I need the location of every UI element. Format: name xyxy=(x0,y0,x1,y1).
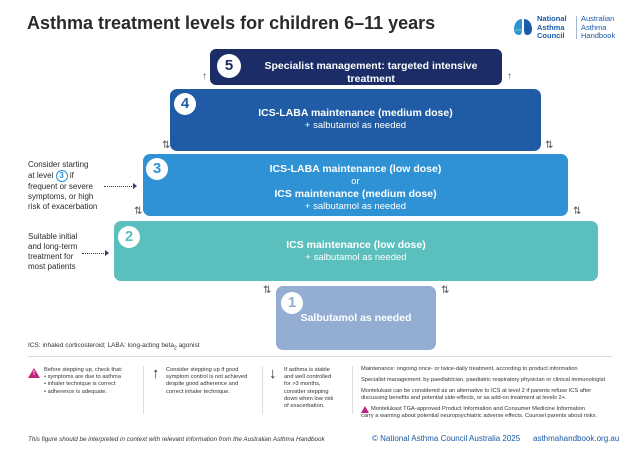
step-up-icon: ↑ xyxy=(152,365,160,382)
level-2-reliever: + salbutamol as needed xyxy=(305,252,407,263)
logo-org-name: National Asthma Council xyxy=(537,14,567,41)
level-2-pointer-arrow-icon xyxy=(105,250,109,256)
montelukast-warning-note: Montelukast TGA-approved Product Informa… xyxy=(361,406,598,420)
step-up-down-arrow-icon: ⇅ xyxy=(263,285,272,296)
warning-icon xyxy=(28,368,40,378)
step-down-icon: ↓ xyxy=(269,365,277,382)
page-title: Asthma treatment levels for children 6–1… xyxy=(27,13,436,33)
step-up-arrow-icon: ↑ xyxy=(507,71,512,82)
level-4-box: 4 ICS-LABA maintenance (medium dose) + s… xyxy=(170,89,541,151)
level-5-box: 5 Specialist management: targeted intens… xyxy=(210,49,502,85)
level-1-box: 1 Salbutamol as needed xyxy=(276,286,436,350)
step-up-down-arrow-icon: ⇅ xyxy=(162,140,171,151)
level-1-number: 1 xyxy=(281,292,303,314)
notes-divider xyxy=(143,366,144,414)
level-4-treatment: ICS-LABA maintenance (medium dose) xyxy=(258,107,453,119)
maintenance-definition: Maintenance: ongoing once- or twice-dail… xyxy=(361,366,578,372)
montelukast-alternative-note: Montelukast can be considered as an alte… xyxy=(361,388,592,402)
step-down-note: If asthma is stable and well controlled … xyxy=(284,367,334,410)
level-3-treatment-b: ICS maintenance (medium dose) xyxy=(274,188,437,200)
abbreviations: ICS: inhaled corticosteroid; LABA: long-… xyxy=(28,342,200,352)
level-2-treatment: ICS maintenance (low dose) xyxy=(286,239,426,251)
level-3-treatment-a: ICS-LABA maintenance (low dose) xyxy=(269,163,442,175)
level-3-pointer-arrow-icon xyxy=(133,183,137,189)
notes-divider xyxy=(262,366,263,414)
lungs-logo-icon xyxy=(514,19,532,35)
level-1-treatment: Salbutamol as needed xyxy=(300,312,412,324)
step-up-down-arrow-icon: ⇅ xyxy=(545,140,554,151)
footer-website-link[interactable]: asthmahandbook.org.au xyxy=(533,434,620,443)
level-3-box: 3 ICS-LABA maintenance (low dose) or ICS… xyxy=(143,154,568,216)
montelukast-warning-icon xyxy=(361,406,369,413)
specialist-definition: Specialist management: by paediatrician,… xyxy=(361,377,606,383)
section-divider xyxy=(28,356,612,357)
step-up-note: Consider stepping up if good symptom con… xyxy=(166,367,248,395)
level-3-or: or xyxy=(351,176,360,187)
footer-disclaimer: This figure should be interpreted in con… xyxy=(28,436,325,443)
level-5-treatment: Specialist management: targeted intensiv… xyxy=(264,60,478,85)
step-up-arrow-icon: ↑ xyxy=(202,71,207,82)
before-stepping-up-note: Before stepping up, check that: • sympto… xyxy=(44,367,123,395)
level-3-reliever: + salbutamol as needed xyxy=(304,201,407,212)
level-4-reliever: + salbutamol as needed xyxy=(304,120,407,131)
level-2-number: 2 xyxy=(118,226,140,248)
level-3-number: 3 xyxy=(146,158,168,180)
step-up-down-arrow-icon: ⇅ xyxy=(573,206,582,217)
level-4-number: 4 xyxy=(174,93,196,115)
step-up-down-arrow-icon: ⇅ xyxy=(134,206,143,217)
level-2-side-note: Suitable initial and long-term treatment… xyxy=(28,232,78,271)
step-up-down-arrow-icon: ⇅ xyxy=(441,285,450,296)
notes-divider xyxy=(352,366,353,414)
logo: National Asthma Council Australian Asthm… xyxy=(512,14,630,42)
level-3-mini-badge: 3 xyxy=(55,170,68,182)
level-3-pointer-line xyxy=(104,186,134,187)
logo-product-name: Australian Asthma Handbook xyxy=(581,14,616,41)
logo-divider xyxy=(576,16,577,39)
level-2-pointer-line xyxy=(82,253,106,254)
level-3-side-note: Consider starting at level 3 if frequent… xyxy=(28,160,98,211)
footer-copyright: © National Asthma Council Australia 2025 xyxy=(372,434,521,443)
level-2-box: 2 ICS maintenance (low dose) + salbutamo… xyxy=(114,221,598,281)
level-5-number: 5 xyxy=(217,54,241,78)
